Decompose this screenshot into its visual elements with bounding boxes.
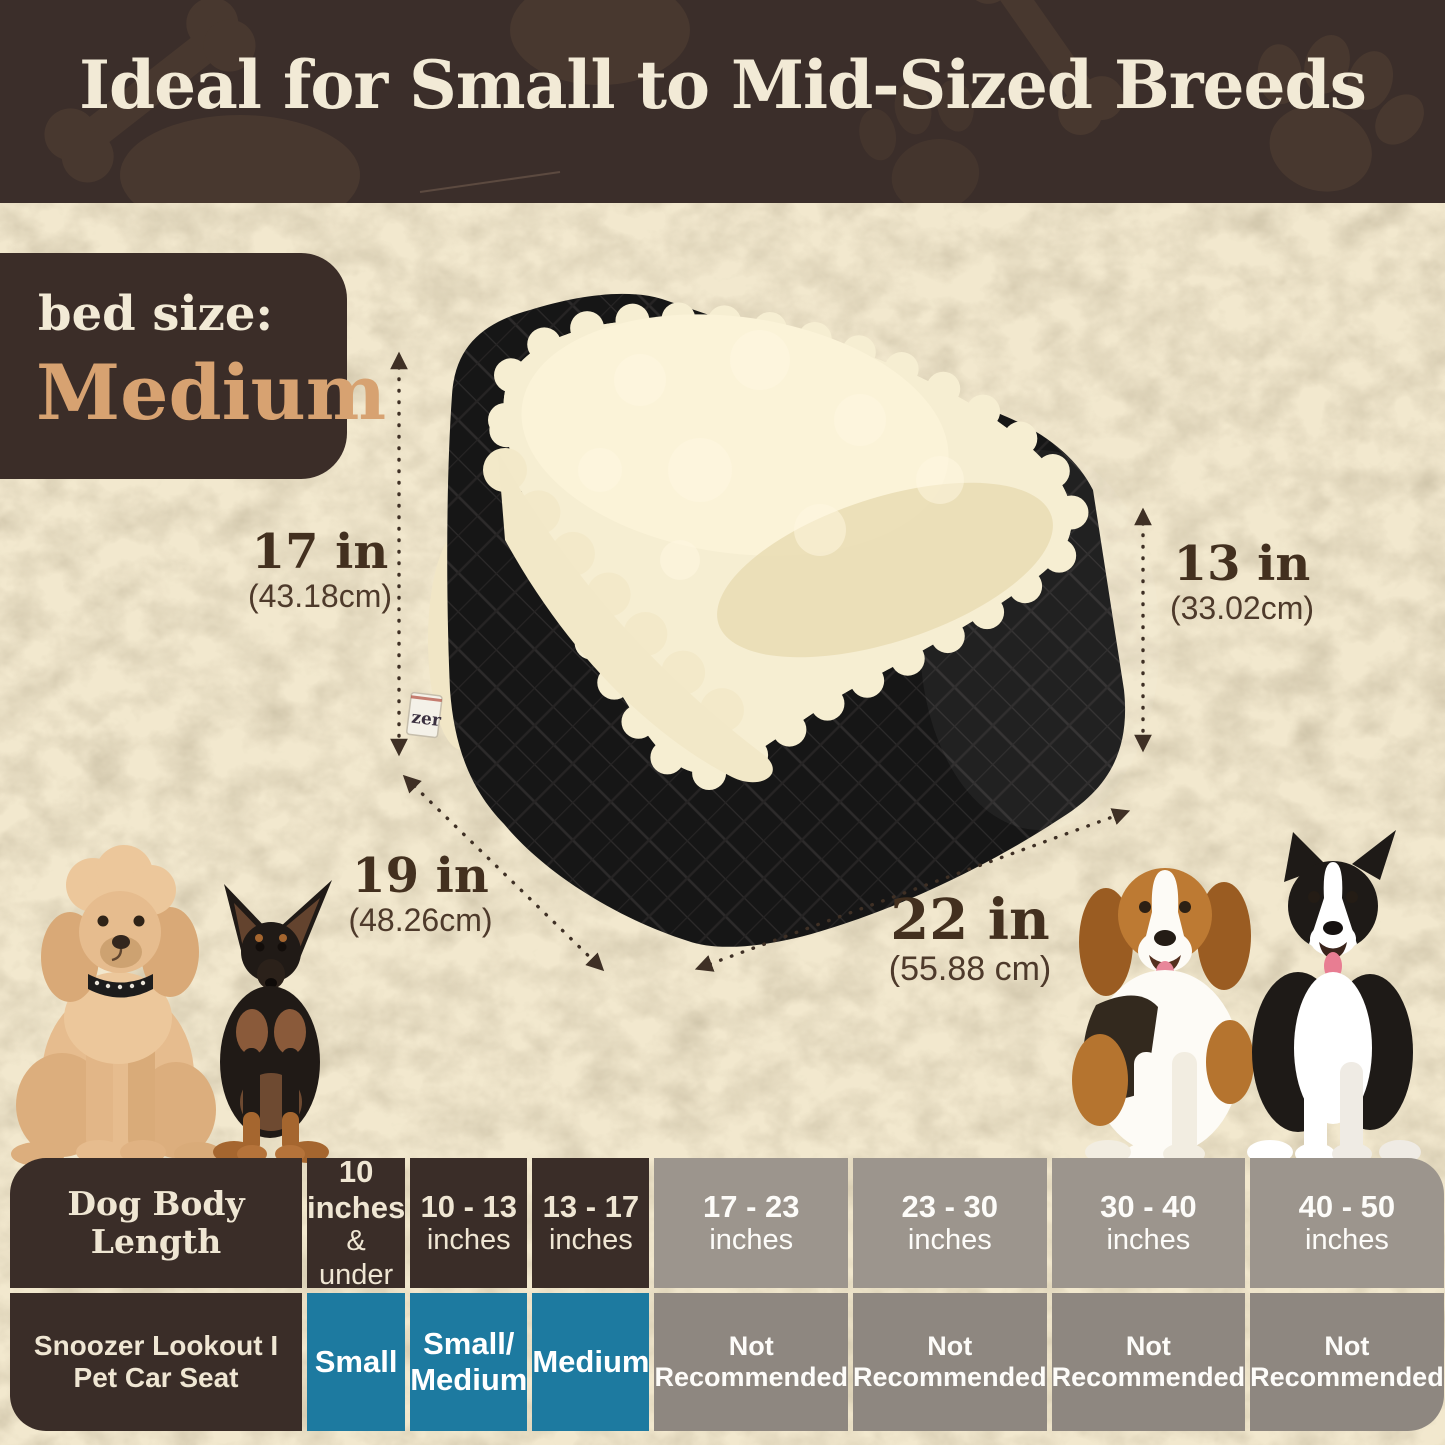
bed-size-badge: bed size: Medium <box>0 253 386 479</box>
bed-size-value: Medium <box>36 348 387 437</box>
table-header-range-7: 40 - 50 inches <box>1250 1158 1444 1288</box>
table-header-range-2: 10 - 13 inches <box>410 1158 528 1288</box>
dimension-metric: (48.26cm) <box>348 902 493 938</box>
table-fit-cell-2: Small/Medium <box>410 1293 528 1431</box>
table-header-range-5: 23 - 30 inches <box>853 1158 1047 1288</box>
table-fit-cell-5: Not Recommended <box>853 1293 1047 1431</box>
table-header-range-6: 30 - 40 inches <box>1051 1158 1246 1288</box>
svg-text:zer: zer <box>410 708 443 732</box>
dimension-value: 22 in <box>890 887 1050 953</box>
table-header-range-3: 13 - 17 inches <box>532 1158 650 1288</box>
dimension-depth: 19 in (48.26cm) <box>338 852 503 940</box>
table-fit-cell-1: Small <box>307 1293 406 1431</box>
table-header-range-1: 10 inches & under <box>307 1154 406 1291</box>
miniature-pinscher-photo <box>213 880 332 1163</box>
dimension-line-22in <box>694 808 1131 972</box>
beagle-photo <box>1072 868 1254 1165</box>
snoozer-tag: zer <box>406 691 443 739</box>
table-fit-cell-6: Not Recommended <box>1051 1293 1246 1431</box>
dog-car-seat-photo: zer <box>406 293 1160 947</box>
dimension-back-height: 17 in (43.18cm) <box>225 528 415 616</box>
poodle-photo <box>11 845 222 1166</box>
table-row-product-label: Snoozer Lookout I Pet Car Seat <box>10 1293 302 1431</box>
dimension-line-19in <box>402 774 605 972</box>
size-compatibility-table: Dog Body Length 10 inches & under 10 - 13 i… <box>10 1154 1444 1431</box>
dimension-value: 17 in <box>251 524 389 580</box>
page-title: Ideal for Small to Mid-Sized Breeds <box>79 46 1367 124</box>
dimension-front-height: 13 in (33.02cm) <box>1152 540 1332 628</box>
table-header-dog-body-length: Dog Body Length <box>10 1158 302 1288</box>
paw-and-bone-decoration-icon <box>44 0 1424 203</box>
table-fit-cell-7: Not Recommended <box>1250 1293 1444 1431</box>
border-collie-photo <box>1247 830 1421 1165</box>
dimension-metric: (33.02cm) <box>1169 590 1315 626</box>
header-banner: Ideal for Small to Mid-Sized Breeds <box>0 0 1445 203</box>
dimension-metric: (43.18cm) <box>247 578 393 614</box>
table-fit-cell-4: Not Recommended <box>654 1293 849 1431</box>
dimension-metric: (55.88 cm) <box>888 950 1052 988</box>
bed-size-label: bed size: <box>38 286 274 342</box>
table-header-range-4: 17 - 23 inches <box>654 1158 849 1288</box>
dimension-width: 22 in (55.88 cm) <box>830 892 1110 991</box>
table-fit-cell-3: Medium <box>532 1293 650 1431</box>
dimension-value: 13 in <box>1173 536 1311 592</box>
dimension-value: 19 in <box>352 848 489 904</box>
